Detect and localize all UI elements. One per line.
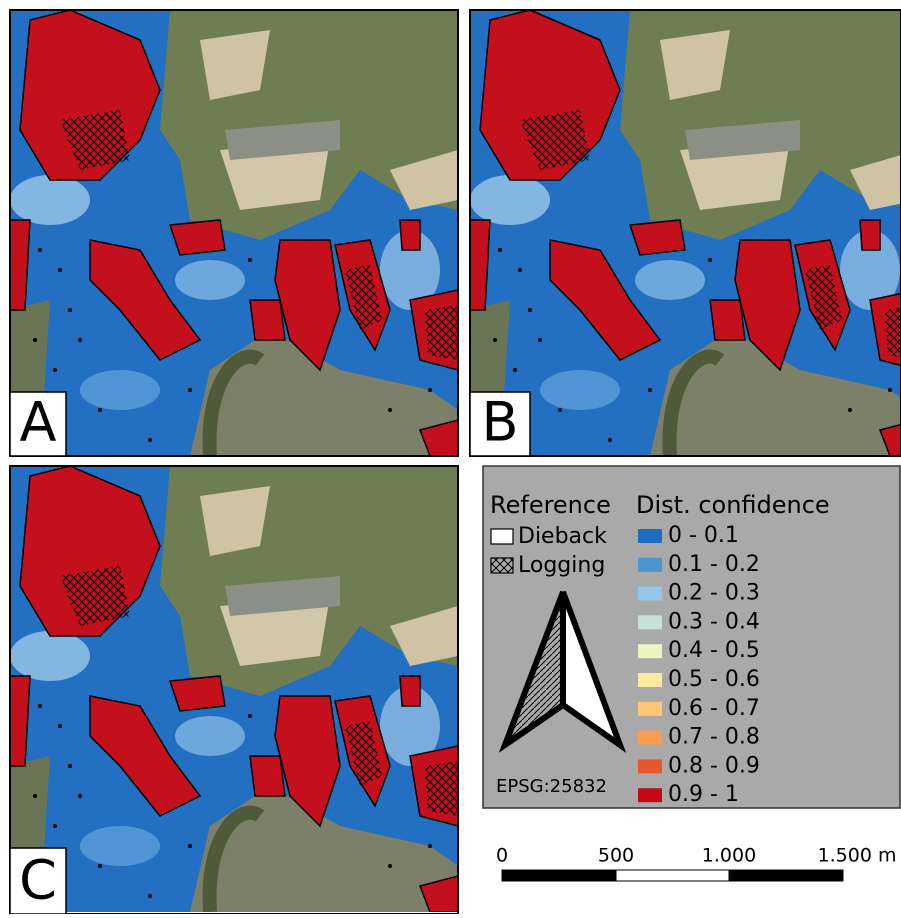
legend-label: 0.1 - 0.2 bbox=[668, 552, 760, 577]
legend-label: 0.9 - 1 bbox=[668, 782, 739, 807]
legend-label: 0.6 - 0.7 bbox=[668, 696, 760, 721]
scale-label: 1.000 bbox=[702, 845, 756, 867]
legend-label: Dieback bbox=[518, 524, 607, 549]
legend-label: 0.7 - 0.8 bbox=[668, 725, 760, 750]
legend-label: 0.8 - 0.9 bbox=[668, 753, 760, 778]
legend-title: Dist. confidence bbox=[636, 491, 830, 519]
legend-swatch bbox=[638, 788, 662, 802]
legend-swatch bbox=[638, 673, 662, 687]
legend-swatch bbox=[638, 731, 662, 745]
crs-label: EPSG:25832 bbox=[496, 776, 607, 797]
legend-label: Logging bbox=[518, 553, 605, 578]
scale-label: 0 bbox=[496, 845, 508, 867]
legend-label: 0.5 - 0.6 bbox=[668, 667, 760, 692]
map-panel: B bbox=[470, 10, 901, 456]
legend-swatch bbox=[638, 759, 662, 773]
legend-swatch bbox=[638, 615, 662, 629]
map-panel: A bbox=[10, 10, 458, 456]
legend-swatch bbox=[638, 529, 662, 543]
legend-label: 0 - 0.1 bbox=[668, 523, 739, 548]
legend-label: 0.3 - 0.4 bbox=[668, 609, 760, 634]
legend-swatch bbox=[638, 644, 662, 658]
legend: Reference Dist. confidence Dieback Loggi… bbox=[483, 466, 900, 808]
figure: A B C Reference Dist. confidence Dieback… bbox=[0, 0, 901, 914]
panel-label: A bbox=[20, 391, 57, 454]
map-panel: C bbox=[10, 466, 458, 914]
legend-label: 0.4 - 0.5 bbox=[668, 638, 760, 663]
legend-swatch bbox=[638, 702, 662, 716]
scale-label: 1.500 m bbox=[818, 845, 897, 867]
panel-label: C bbox=[19, 849, 57, 912]
legend-swatch bbox=[638, 587, 662, 601]
legend-swatch bbox=[638, 558, 662, 572]
panel-label: B bbox=[481, 391, 518, 454]
legend-label: 0.2 - 0.3 bbox=[668, 581, 760, 606]
scale-label: 500 bbox=[598, 845, 634, 867]
scale-bar: 0 500 1.000 1.500 m bbox=[496, 845, 897, 882]
legend-title: Reference bbox=[490, 491, 611, 519]
